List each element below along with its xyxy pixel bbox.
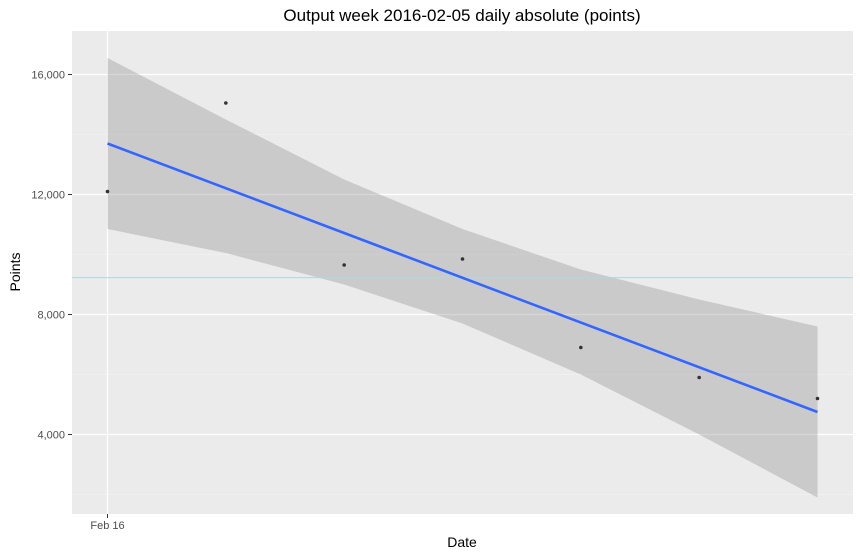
data-point — [815, 396, 820, 401]
y-tick-label: 16,000 — [31, 70, 65, 82]
data-point — [697, 375, 701, 380]
y-tick-label: 12,000 — [31, 190, 65, 202]
trend-line — [107, 142, 818, 414]
y-tick-label: 4,000 — [37, 430, 65, 442]
data-point — [224, 101, 228, 105]
x-tick-label: Feb 16 — [90, 520, 124, 532]
data-point — [105, 189, 110, 194]
y-axis: 4,000 8,000 12,000 16,000 — [31, 70, 72, 442]
y-tick-label: 8,000 — [37, 310, 65, 322]
x-axis: Feb 16 — [90, 514, 125, 532]
data-point — [579, 345, 583, 350]
data-point — [342, 263, 346, 267]
plot-panel — [72, 31, 853, 514]
y-axis-title: Points — [7, 253, 23, 292]
grid-major — [72, 31, 853, 514]
data-points — [105, 101, 820, 401]
x-axis-title: Date — [447, 534, 477, 550]
chart-title: Output week 2016-02-05 daily absolute (p… — [283, 6, 640, 25]
data-point — [460, 257, 465, 261]
grid-minor — [72, 134, 853, 495]
